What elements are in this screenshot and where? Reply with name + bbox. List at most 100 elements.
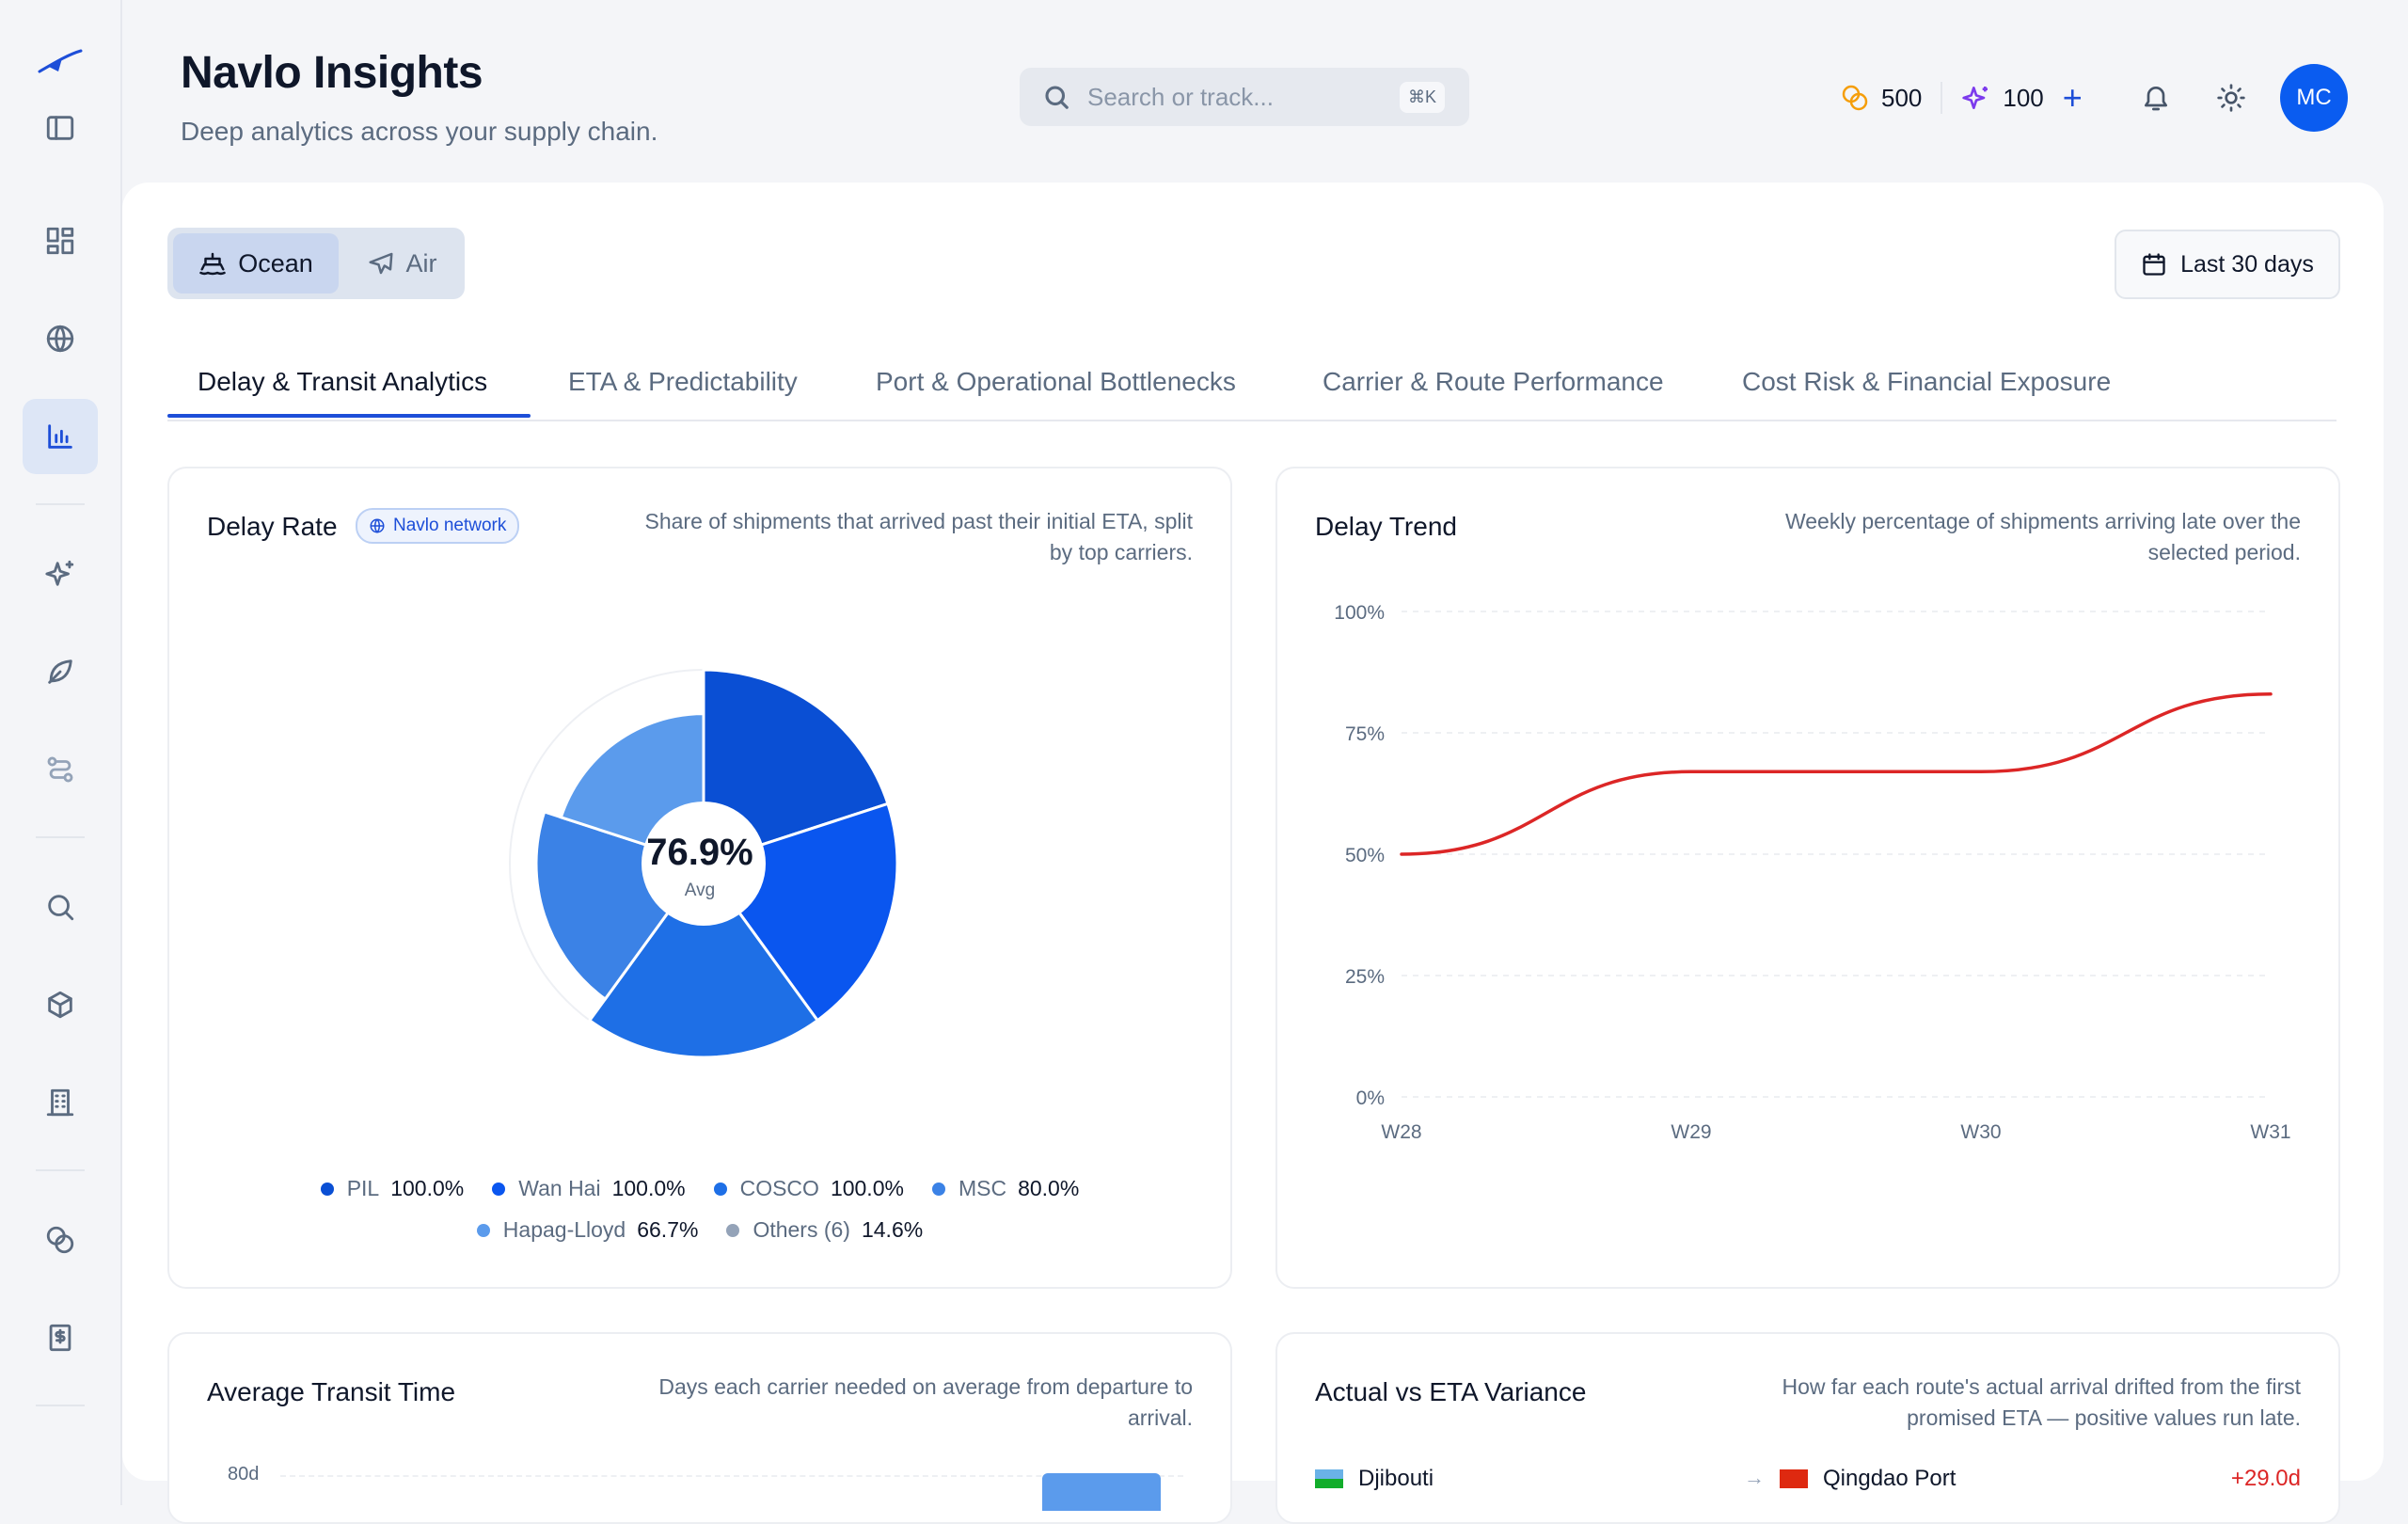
active-tab-indicator [167,414,531,418]
legend-item[interactable]: Others (6) 14.6% [726,1217,923,1243]
dashboard-icon [46,227,74,255]
description-line: Weekly percentage of shipments arriving … [1784,509,2301,533]
legend-item[interactable]: COSCO 100.0% [713,1176,904,1201]
sidebar-toggle-button[interactable] [23,90,98,166]
delay-trend-line[interactable] [1400,691,2273,856]
tab-cost-risk[interactable]: Cost Risk & Financial Exposure [1742,367,2112,396]
date-range-label: Last 30 days [2180,250,2314,278]
air-mode-button[interactable]: Air [344,233,459,294]
user-avatar[interactable]: MC [2280,64,2348,132]
grid-line [280,1475,1183,1477]
djibouti-flag-icon [1315,1469,1343,1488]
legend-swatch [320,1182,334,1196]
legend-swatch [476,1223,490,1237]
sidebar-divider [36,1169,85,1171]
delay-rate-polar-chart [509,668,899,1059]
delay-trend-line-chart: 0% 25% 50% 75% 100% W28 W29 W30 W31 [1334,602,2290,1143]
search-bar[interactable]: Search or track... ⌘K [1020,68,1469,126]
sidebar-item-search[interactable] [23,869,98,945]
sidebar-item-credits[interactable] [23,1202,98,1278]
date-range-button[interactable]: Last 30 days [2115,230,2340,299]
network-badge[interactable]: Navlo network [356,508,520,544]
delay-trend-card: Delay Trend Weekly percentage of shipmen… [1275,467,2340,1289]
description-line: arrival. [1127,1405,1193,1430]
y-tick-label: 25% [1345,966,1385,988]
search-icon [48,895,74,921]
transit-time-title: Average Transit Time [207,1377,456,1406]
variance-row[interactable]: Djibouti [1315,1466,1434,1492]
description-line: by top carriers. [1049,540,1193,564]
polar-slice-pil[interactable] [702,668,890,866]
sidebar-divider [36,1405,85,1406]
sidebar-item-shipments[interactable] [23,967,98,1042]
x-tick-label: W28 [1381,1121,1421,1143]
navlo-logo[interactable] [34,43,87,81]
y-tick-label: 50% [1345,845,1385,866]
tab-port-bottlenecks[interactable]: Port & Operational Bottlenecks [876,367,1236,396]
sidebar-item-insights[interactable] [23,399,98,474]
bell-icon [2145,87,2167,111]
tab-eta-predictability[interactable]: ETA & Predictability [568,367,798,396]
legend-item[interactable]: Wan Hai 100.0% [492,1176,686,1201]
ocean-mode-button[interactable]: Ocean [173,233,339,294]
sidebar-item-routes[interactable] [23,732,98,807]
polar-slice-cosco[interactable] [587,861,820,1059]
legend-value: 14.6% [861,1217,924,1242]
legend-swatch [726,1223,740,1237]
sidebar-item-billing[interactable] [23,1300,98,1375]
ship-icon [199,252,226,276]
legend-label: COSCO [739,1176,819,1200]
legend-item[interactable]: Hapag-Lloyd 66.7% [476,1217,698,1243]
delay-trend-title: Delay Trend [1315,512,1457,541]
legend-swatch [492,1182,506,1196]
destination-port: Qingdao Port [1823,1466,1956,1491]
route-icon [47,756,73,783]
variance-value: +29.0d [2230,1466,2301,1491]
sidebar-item-ai[interactable] [23,536,98,611]
legend-label: Hapag-Lloyd [502,1217,626,1242]
page-subtitle: Deep analytics across your supply chain. [181,117,658,146]
ocean-label: Ocean [238,248,313,278]
sparkles-icon [1962,87,1988,109]
legend-label: MSC [958,1176,1007,1200]
notifications-button[interactable] [2133,75,2178,120]
add-credits-button[interactable]: + [2062,78,2083,117]
delay-rate-description: Share of shipments that arrived past the… [644,506,1193,568]
tab-delay-transit[interactable]: Delay & Transit Analytics [198,367,488,396]
delay-rate-card: Delay Rate Navlo network Share of shipme… [167,467,1232,1289]
sidebar-item-dashboard[interactable] [23,203,98,278]
sidebar-item-companies[interactable] [23,1065,98,1140]
sidebar [0,0,122,1505]
package-icon [48,991,72,1019]
y-tick-label: 100% [1334,602,1385,624]
receipt-icon [49,1324,71,1352]
variance-card: Actual vs ETA Variance How far each rout… [1275,1332,2340,1524]
sidebar-item-network[interactable] [23,301,98,376]
delay-trend-description: Weekly percentage of shipments arriving … [1785,506,2301,568]
theme-toggle-button[interactable] [2209,75,2254,120]
leaf-icon [48,659,72,684]
tab-carrier-route[interactable]: Carrier & Route Performance [1323,367,1664,396]
origin-port: Djibouti [1358,1466,1434,1491]
legend-item[interactable]: MSC 80.0% [931,1176,1079,1201]
globe-icon [370,518,385,533]
coins-icon [1842,85,1868,111]
ai-credits[interactable]: 100 [1961,83,2044,113]
globe-icon [46,325,74,353]
plane-icon [369,252,392,275]
variance-destination: Qingdao Port [1780,1466,1956,1492]
coin-credits[interactable]: 500 [1840,83,1922,113]
china-flag-icon [1780,1469,1808,1488]
search-input[interactable]: Search or track... [1087,82,1274,111]
sidebar-item-sustainability[interactable] [23,634,98,709]
legend-item[interactable]: PIL 100.0% [320,1176,464,1201]
legend-value: 100.0% [830,1176,904,1200]
delay-rate-legend: Hapag-Lloyd 66.7% Others (6) 14.6% [169,1217,1230,1243]
sidebar-divider [36,836,85,838]
sun-icon [2217,84,2245,112]
x-tick-label: W30 [1960,1121,2001,1143]
analytics-tabs: Delay & Transit Analytics ETA & Predicta… [167,357,2337,421]
legend-label: Others (6) [752,1217,850,1242]
arrow-right-icon: → [1744,1466,1765,1489]
polar-center-hole [642,802,766,926]
